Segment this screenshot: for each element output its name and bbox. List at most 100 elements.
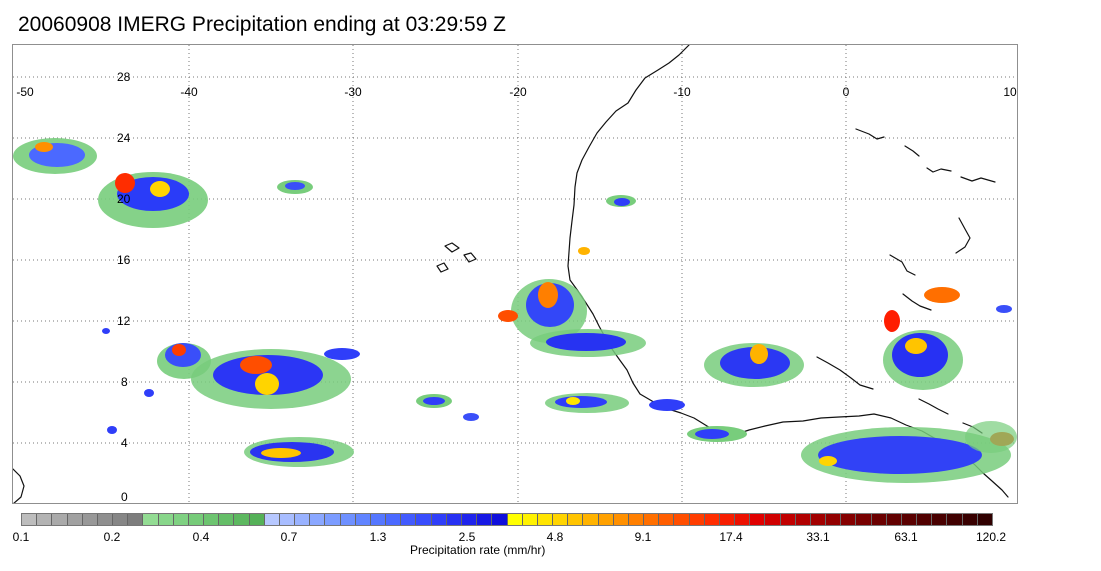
colorbar-tick-0-2: 0.2 xyxy=(103,530,121,544)
rain-moderate-co3 xyxy=(555,396,607,408)
colorbar-tick-33-1: 33.1 xyxy=(806,530,830,544)
colorbar-tick-0-7: 0.7 xyxy=(280,530,298,544)
colorbar-swatch xyxy=(765,514,781,525)
colorbar-label: Precipitation rate (mm/hr) xyxy=(410,543,546,557)
rain-heavy-ca1 xyxy=(172,344,186,356)
precipitation-colorbar xyxy=(21,513,993,526)
colorbar-swatch xyxy=(416,514,432,525)
rain-moderate-gg1 xyxy=(720,347,790,379)
colorbar-swatch xyxy=(977,514,992,525)
colorbar-swatch xyxy=(37,514,53,525)
shower-4 xyxy=(423,397,445,405)
colorbar-swatch xyxy=(158,514,174,525)
rain-heavy-gg3 xyxy=(924,287,960,303)
shower-8 xyxy=(695,429,729,439)
colorbar-swatch xyxy=(886,514,902,525)
colorbar-swatch xyxy=(932,514,948,525)
colorbar-swatch xyxy=(113,514,129,525)
colorbar-swatch xyxy=(583,514,599,525)
precipitation-map: -50 -40 -30 -20 -10 0 10 28 24 20 16 12 … xyxy=(12,44,1018,504)
cell-coastal xyxy=(511,279,646,413)
mediterranean-islands-outline xyxy=(855,128,996,311)
colorbar-swatch xyxy=(674,514,690,525)
colorbar-swatch xyxy=(461,514,478,525)
shower-15 xyxy=(144,389,154,397)
colorbar-tick-0-4: 0.4 xyxy=(192,530,210,544)
chart-title: 20060908 IMERG Precipitation ending at 0… xyxy=(18,13,506,36)
shower-9 xyxy=(649,399,685,411)
colorbar-swatch xyxy=(901,514,918,525)
colorbar-swatch xyxy=(568,514,584,525)
colorbar-swatch xyxy=(735,514,751,525)
colorbar-swatch xyxy=(507,514,523,525)
rain-heavy-se1 xyxy=(819,456,837,466)
colorbar-swatch xyxy=(128,514,144,525)
colorbar-swatch xyxy=(173,514,189,525)
colorbar-swatch xyxy=(780,514,796,525)
colorbar-swatch xyxy=(871,514,887,525)
lon-label-m50: -50 xyxy=(16,85,34,99)
rain-moderate-co2 xyxy=(546,333,626,351)
colorbar-swatch xyxy=(750,514,766,525)
lat-label-0: 0 xyxy=(121,490,128,504)
rain-heavy-ca3 xyxy=(255,373,279,395)
rain-heavy-nw3 xyxy=(150,181,170,197)
precipitation-cells xyxy=(13,138,1017,483)
colorbar-swatch xyxy=(522,514,538,525)
colorbar-swatch xyxy=(856,514,872,525)
lon-label-m10: -10 xyxy=(673,85,691,99)
colorbar-swatch xyxy=(386,514,402,525)
rain-heavy-nw xyxy=(35,142,53,152)
colorbar-swatch xyxy=(826,514,842,525)
colorbar-swatch xyxy=(917,514,933,525)
colorbar-tick-0-1: 0.1 xyxy=(12,530,30,544)
colorbar-swatch xyxy=(67,514,83,525)
rain-heavy-gg1 xyxy=(750,344,768,364)
colorbar-swatch xyxy=(97,514,114,525)
colorbar-swatch xyxy=(355,514,371,525)
colorbar-swatch xyxy=(295,514,311,525)
rain-light-se2 xyxy=(965,421,1017,453)
cell-southeast xyxy=(801,421,1017,483)
shower-16 xyxy=(107,426,117,434)
colorbar-swatch xyxy=(340,514,356,525)
colorbar-swatch xyxy=(370,514,387,525)
colorbar-swatch xyxy=(22,514,38,525)
colorbar-tick-2-5: 2.5 xyxy=(458,530,476,544)
shower-6 xyxy=(614,198,630,206)
lon-label-10: 10 xyxy=(1003,85,1017,99)
colorbar-swatch xyxy=(689,514,705,525)
rain-heavy-ca2 xyxy=(240,356,272,374)
rain-heavy-ca4 xyxy=(261,448,301,458)
colorbar-swatch xyxy=(264,514,280,525)
map-gridlines xyxy=(13,45,1017,503)
colorbar-swatch xyxy=(219,514,235,525)
lat-label-28: 28 xyxy=(117,70,131,84)
colorbar-tick-4-8: 4.8 xyxy=(546,530,564,544)
lon-label-m40: -40 xyxy=(180,85,198,99)
colorbar-swatch xyxy=(325,514,341,525)
colorbar-swatch xyxy=(188,514,205,525)
colorbar-swatch xyxy=(234,514,250,525)
colorbar-swatch xyxy=(962,514,978,525)
rain-heavy-co1 xyxy=(538,282,558,308)
cell-central-atlantic xyxy=(157,343,354,467)
colorbar-swatch xyxy=(704,514,720,525)
shower-12 xyxy=(463,413,479,421)
colorbar-swatch xyxy=(613,514,629,525)
cell-gulf-of-guinea xyxy=(704,287,963,390)
colorbar-swatch xyxy=(810,514,827,525)
colorbar-swatch xyxy=(795,514,811,525)
colorbar-swatch xyxy=(310,514,326,525)
colorbar-swatch xyxy=(477,514,493,525)
colorbar-swatch xyxy=(279,514,296,525)
colorbar-swatch xyxy=(841,514,857,525)
colorbar-swatch xyxy=(431,514,447,525)
colorbar-swatch xyxy=(719,514,736,525)
colorbar-swatch xyxy=(553,514,569,525)
lat-label-20: 20 xyxy=(117,192,131,206)
colorbar-swatch xyxy=(249,514,265,525)
cell-northwest xyxy=(13,138,208,228)
shower-2 xyxy=(285,182,305,190)
colorbar-tick-63-1: 63.1 xyxy=(894,530,918,544)
